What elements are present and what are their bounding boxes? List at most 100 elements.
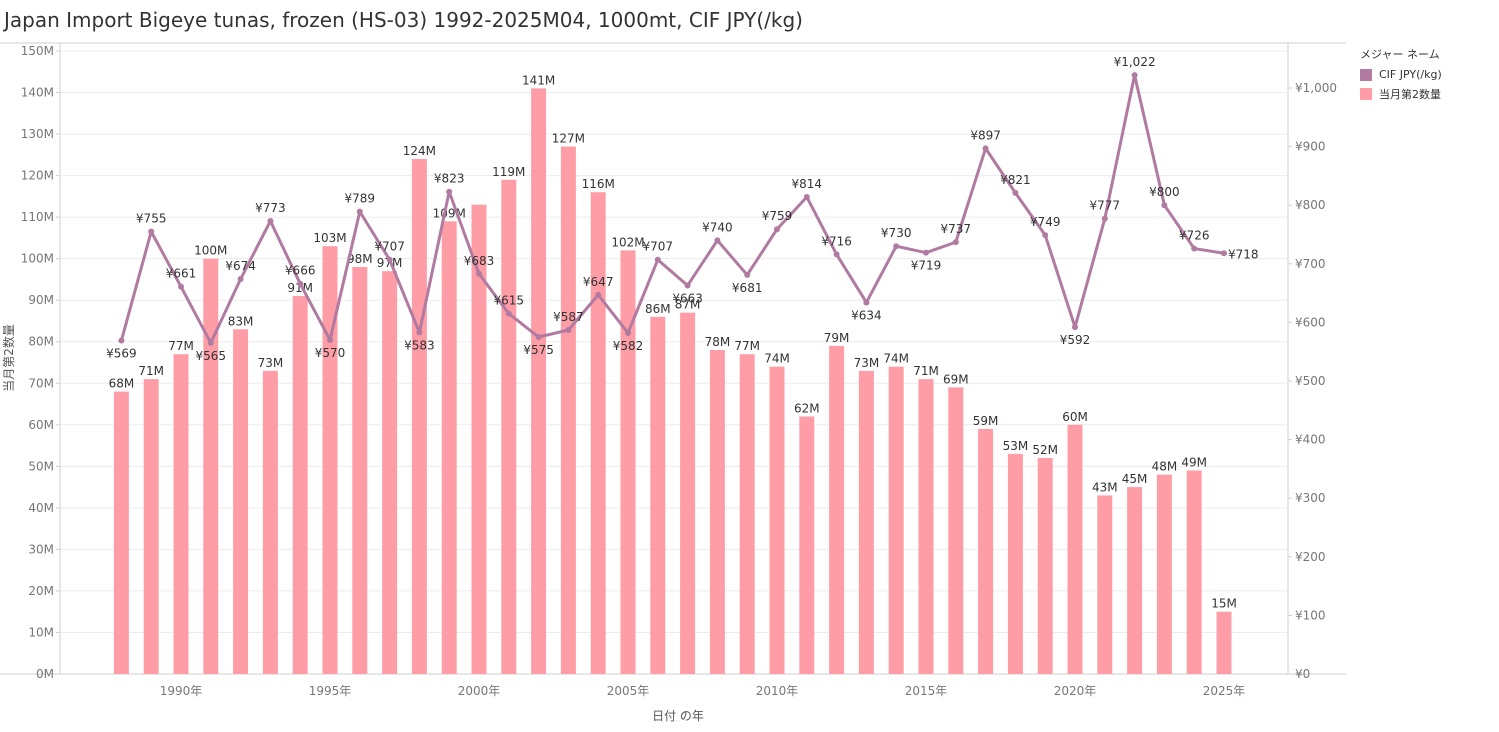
price-point[interactable]	[237, 276, 244, 283]
price-point[interactable]	[356, 208, 363, 215]
bar[interactable]	[173, 354, 189, 674]
price-point[interactable]	[386, 256, 393, 263]
price-point[interactable]	[476, 270, 482, 277]
y-axis-title: 当月第2数量	[1, 324, 16, 392]
price-point[interactable]	[1161, 202, 1168, 209]
bar[interactable]	[1156, 474, 1172, 674]
price-point[interactable]	[714, 237, 721, 244]
bar[interactable]	[1097, 495, 1113, 674]
bar-label: 60M	[1062, 410, 1088, 424]
price-point[interactable]	[1131, 72, 1138, 79]
price-point[interactable]	[803, 193, 810, 200]
bar[interactable]	[352, 266, 368, 674]
bar-label: 127M	[552, 132, 585, 146]
price-point[interactable]	[178, 283, 184, 290]
price-point[interactable]	[1042, 232, 1049, 239]
price-point[interactable]	[1221, 250, 1227, 257]
bar[interactable]	[203, 258, 219, 674]
bar[interactable]	[292, 296, 308, 674]
price-point[interactable]	[744, 271, 751, 278]
price-point[interactable]	[774, 226, 780, 233]
bar[interactable]	[590, 192, 606, 675]
bar[interactable]	[739, 354, 755, 674]
price-point[interactable]	[625, 329, 631, 336]
price-label: ¥575	[523, 343, 554, 357]
bar[interactable]	[680, 312, 696, 674]
price-point[interactable]	[327, 336, 333, 343]
price-point[interactable]	[446, 188, 453, 195]
bar-label: 59M	[973, 414, 999, 428]
bar[interactable]	[501, 179, 517, 674]
price-label: ¥615	[494, 294, 525, 308]
bar[interactable]	[799, 416, 815, 674]
legend-item-quantity[interactable]: 当月第2数量	[1360, 86, 1442, 102]
price-point[interactable]	[1191, 245, 1198, 252]
legend[interactable]: メジャー ネーム CIF JPY(/kg) 当月第2数量	[1360, 46, 1442, 107]
price-label: ¥681	[732, 281, 763, 295]
price-point[interactable]	[982, 145, 989, 152]
price-point[interactable]	[267, 218, 274, 225]
bar[interactable]	[143, 379, 159, 674]
price-label: ¥718	[1228, 247, 1259, 261]
bar[interactable]	[858, 370, 874, 674]
bar[interactable]	[1037, 458, 1053, 674]
bar-label: 73M	[854, 356, 880, 370]
left-tick-label: 0M	[36, 667, 54, 681]
price-point[interactable]	[1072, 324, 1078, 331]
price-point[interactable]	[923, 249, 929, 256]
bar[interactable]	[918, 379, 934, 674]
price-point[interactable]	[207, 339, 214, 346]
bar-label: 87M	[675, 298, 701, 312]
bar[interactable]	[1127, 487, 1143, 674]
price-point[interactable]	[565, 327, 572, 334]
left-tick-label: 70M	[28, 376, 54, 390]
bar[interactable]	[650, 316, 666, 674]
price-point[interactable]	[1101, 215, 1108, 222]
price-point[interactable]	[535, 334, 542, 341]
bar[interactable]	[322, 246, 338, 674]
bar[interactable]	[382, 271, 398, 674]
price-point[interactable]	[416, 329, 423, 336]
price-line[interactable]	[119, 73, 1225, 345]
bar[interactable]	[1067, 424, 1083, 674]
price-point[interactable]	[595, 291, 602, 298]
bar[interactable]	[709, 350, 725, 674]
price-point[interactable]	[863, 299, 870, 306]
price-point[interactable]	[893, 243, 900, 250]
price-point[interactable]	[148, 228, 155, 235]
bar[interactable]	[441, 221, 457, 674]
price-point[interactable]	[952, 239, 959, 246]
bar[interactable]	[560, 146, 576, 674]
bar[interactable]	[1186, 470, 1202, 674]
bar[interactable]	[531, 88, 547, 674]
legend-item-price[interactable]: CIF JPY(/kg)	[1360, 68, 1442, 81]
right-tick-label: ¥400	[1295, 433, 1326, 447]
price-point[interactable]	[297, 280, 304, 287]
bar[interactable]	[411, 158, 427, 674]
bar[interactable]	[113, 391, 129, 674]
price-label: ¥814	[792, 177, 823, 191]
bar[interactable]	[1216, 611, 1232, 674]
bar[interactable]	[769, 366, 785, 674]
price-point[interactable]	[118, 337, 125, 344]
price-point[interactable]	[833, 251, 840, 258]
right-tick-label: ¥500	[1295, 374, 1326, 388]
price-label: ¥647	[583, 275, 614, 289]
bar[interactable]	[829, 345, 845, 674]
price-point[interactable]	[684, 282, 691, 289]
bar[interactable]	[888, 366, 904, 674]
bar[interactable]	[620, 250, 636, 675]
bar[interactable]	[233, 329, 249, 674]
bar[interactable]	[978, 428, 994, 674]
price-point[interactable]	[505, 310, 512, 317]
bar[interactable]	[262, 370, 278, 674]
left-tick-label: 90M	[28, 293, 54, 307]
bar[interactable]	[1007, 453, 1023, 674]
price-point[interactable]	[1012, 189, 1019, 196]
bar-label: 62M	[794, 401, 820, 415]
bar[interactable]	[471, 204, 487, 674]
bar-label: 74M	[764, 352, 790, 366]
price-point[interactable]	[654, 256, 661, 263]
bar[interactable]	[948, 387, 964, 674]
